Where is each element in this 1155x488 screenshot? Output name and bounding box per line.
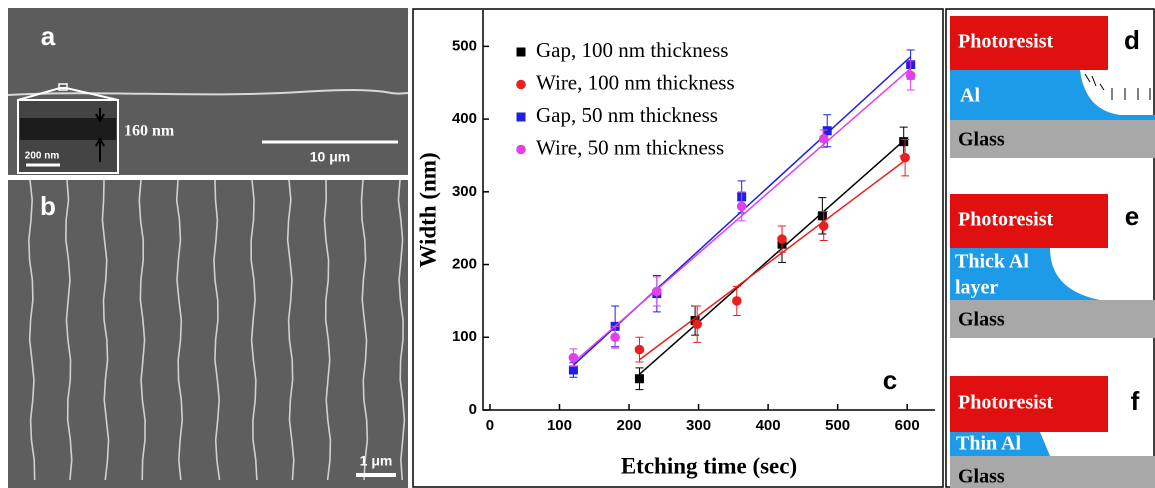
photoresist	[950, 194, 1108, 248]
marker	[568, 352, 579, 363]
y-tick-label: 300	[452, 183, 477, 200]
panel-letter: e	[1125, 201, 1139, 231]
legend-label: Wire, 50 nm thickness	[536, 135, 724, 159]
legend-label: Wire, 100 nm thickness	[536, 70, 735, 94]
inset-scale: 200 nm	[25, 151, 60, 162]
layer-label: Glass	[958, 309, 1005, 331]
arrows	[95, 108, 105, 162]
layer-label: Photoresist	[958, 209, 1054, 231]
x-axis-title: Etching time (sec)	[621, 453, 797, 478]
scale-label: 10 μm	[310, 149, 350, 165]
panel-letter: c	[883, 365, 897, 395]
layer-label: Thin Al	[956, 433, 1021, 455]
x-tick-label: 300	[686, 417, 711, 434]
panel-letter: d	[1124, 25, 1140, 55]
y-tick-label: 500	[452, 37, 477, 54]
marker	[905, 70, 916, 81]
y-tick-label: 400	[452, 110, 477, 127]
glass	[950, 300, 1155, 338]
inset-pointer	[17, 87, 119, 101]
x-tick-label: 600	[895, 417, 920, 434]
chart: 0 100 200 300 400 500 600 0 100 200 300 400 500 Etchi…	[415, 10, 935, 478]
wire-line	[213, 179, 221, 481]
marker	[610, 332, 620, 343]
legend-label: Gap, 50 nm thickness	[536, 103, 718, 127]
sem-image-b	[8, 180, 408, 488]
y-axis-title: Width (nm)	[415, 152, 440, 267]
panel-letter: f	[1131, 386, 1140, 416]
marker	[900, 152, 910, 163]
fit-line	[639, 159, 906, 361]
x-tick-label: 100	[547, 417, 572, 434]
wire-line	[65, 179, 73, 481]
layer-label: Glass	[958, 466, 1005, 488]
marker	[817, 211, 827, 221]
etch-arrows	[1084, 73, 1151, 100]
inset-size: 160 nm	[124, 123, 175, 140]
wire-line	[250, 179, 258, 481]
y-tick-label: 200	[452, 256, 477, 273]
x-tick-label: 0	[486, 417, 494, 434]
marker	[736, 201, 747, 212]
wire-line	[175, 179, 184, 481]
marker	[568, 365, 578, 375]
layer-label: Photoresist	[958, 392, 1054, 414]
panel-letter: b	[40, 191, 56, 221]
marker	[692, 319, 702, 329]
marker	[634, 374, 644, 384]
wire-line	[323, 179, 332, 481]
y-tick-label: 0	[469, 401, 477, 418]
legend-marker	[516, 79, 526, 90]
photoresist	[950, 376, 1108, 432]
marker	[634, 344, 645, 355]
scale-label: 1 μm	[360, 453, 393, 469]
photoresist	[950, 16, 1108, 70]
x-tick-label: 400	[756, 417, 781, 434]
legend-marker	[516, 47, 526, 57]
layer-label: Thick Al	[955, 251, 1029, 273]
glass	[950, 120, 1155, 158]
layer-label: layer	[955, 277, 998, 299]
inset-gap	[20, 118, 116, 140]
marker	[822, 126, 832, 136]
al-layer	[950, 70, 1155, 120]
marker	[818, 221, 829, 231]
wire-line	[360, 179, 369, 481]
layer-label: Glass	[958, 129, 1005, 151]
marker	[899, 137, 909, 147]
wire-line	[397, 179, 406, 481]
gap-line	[7, 89, 409, 96]
x-tick-label: 500	[825, 417, 850, 434]
fit-line	[638, 140, 905, 375]
panel-letter: a	[41, 21, 56, 51]
al-layer	[950, 432, 1050, 456]
legend-marker	[516, 112, 526, 122]
layer-label: Photoresist	[958, 31, 1054, 53]
x-tick-label: 200	[617, 417, 642, 434]
legend-label: Gap, 100 nm thickness	[536, 38, 728, 62]
glass	[950, 456, 1155, 488]
marker	[732, 296, 742, 306]
y-tick-label: 100	[452, 328, 477, 345]
layer-label: Al	[960, 85, 980, 107]
al-layer	[950, 248, 1100, 300]
wire-line	[286, 179, 295, 481]
wire-line	[101, 179, 110, 481]
wire-line	[138, 179, 146, 481]
wire-lines	[28, 179, 406, 481]
wire-line	[28, 179, 36, 481]
legend-marker	[516, 144, 526, 155]
panel-frame	[412, 8, 944, 488]
inset-box	[58, 83, 68, 91]
marker	[652, 286, 662, 297]
marker	[777, 234, 787, 244]
marker	[818, 133, 829, 144]
